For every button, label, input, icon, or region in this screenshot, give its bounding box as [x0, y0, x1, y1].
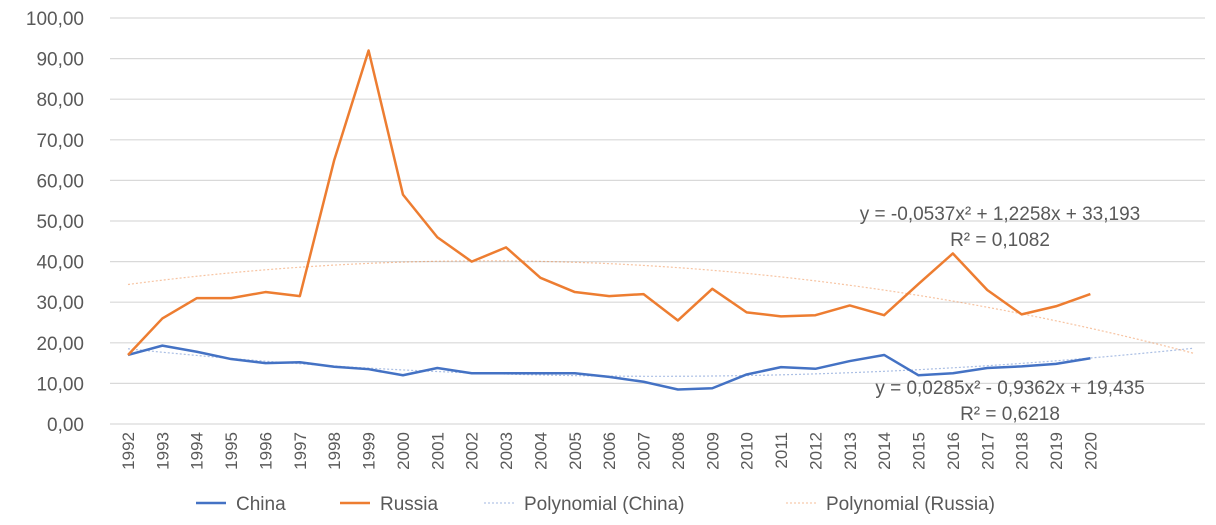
- x-tick-label: 1996: [256, 432, 275, 470]
- y-tick-label: 100,00: [26, 9, 84, 30]
- y-tick-label: 70,00: [36, 131, 84, 152]
- russia-trend-r2: R² = 0,1082: [950, 230, 1050, 251]
- x-tick-label: 1993: [153, 432, 172, 470]
- x-tick-label: 2001: [428, 432, 447, 470]
- y-tick-label: 10,00: [36, 374, 84, 395]
- x-tick-label: 1998: [325, 432, 344, 470]
- y-tick-label: 90,00: [36, 50, 84, 71]
- x-tick-label: 2004: [531, 432, 550, 470]
- x-tick-label: 2016: [944, 432, 963, 470]
- russia-trend-equation: y = -0,0537x² + 1,2258x + 33,193: [860, 204, 1140, 225]
- y-tick-label: 20,00: [36, 334, 84, 355]
- x-tick-label: 2014: [875, 432, 894, 470]
- china-trend-r2: R² = 0,6218: [960, 404, 1060, 425]
- x-tick-label: 1992: [119, 432, 138, 470]
- y-tick-label: 50,00: [36, 212, 84, 233]
- x-tick-label: 2018: [1013, 432, 1032, 470]
- x-tick-label: 2009: [703, 432, 722, 470]
- y-tick-label: 60,00: [36, 171, 84, 192]
- y-tick-label: 40,00: [36, 253, 84, 274]
- china-trend-equation: y = 0,0285x² - 0,9362x + 19,435: [875, 378, 1144, 399]
- china-trendline: [127, 347, 1194, 377]
- x-tick-label: 1994: [188, 432, 207, 470]
- x-tick-label: 2015: [910, 432, 929, 470]
- x-tick-label: 1997: [291, 432, 310, 470]
- x-tick-label: 2003: [497, 432, 516, 470]
- y-tick-label: 0,00: [47, 415, 84, 436]
- x-tick-label: 2019: [1047, 432, 1066, 470]
- x-tick-label: 2007: [635, 432, 654, 470]
- china-line: [127, 344, 1091, 391]
- x-tick-label: 2002: [463, 432, 482, 470]
- x-tick-label: 2020: [1081, 432, 1100, 470]
- x-tick-label: 1995: [222, 432, 241, 470]
- y-tick-label: 80,00: [36, 90, 84, 111]
- x-tick-label: 2010: [738, 432, 757, 470]
- x-tick-label: 1999: [360, 432, 379, 470]
- legend-label-poly-russia: Polynomial (Russia): [826, 494, 995, 515]
- russia-line: [127, 49, 1091, 356]
- x-tick-label: 2005: [566, 432, 585, 470]
- legend-label-china: China: [236, 494, 286, 515]
- x-tick-label: 2013: [841, 432, 860, 470]
- russia-trendline: [127, 260, 1194, 354]
- x-tick-label: 2006: [600, 432, 619, 470]
- x-tick-label: 2012: [806, 432, 825, 470]
- y-tick-label: 30,00: [36, 293, 84, 314]
- x-tick-label: 2000: [394, 432, 413, 470]
- x-tick-label: 2011: [772, 432, 791, 469]
- legend-label-russia: Russia: [380, 494, 439, 515]
- legend: China Russia Polynomial (China) Polynomi…: [196, 494, 995, 515]
- legend-label-poly-china: Polynomial (China): [524, 494, 685, 515]
- x-tick-label: 2008: [669, 432, 688, 470]
- x-tick-label: 2017: [978, 432, 997, 470]
